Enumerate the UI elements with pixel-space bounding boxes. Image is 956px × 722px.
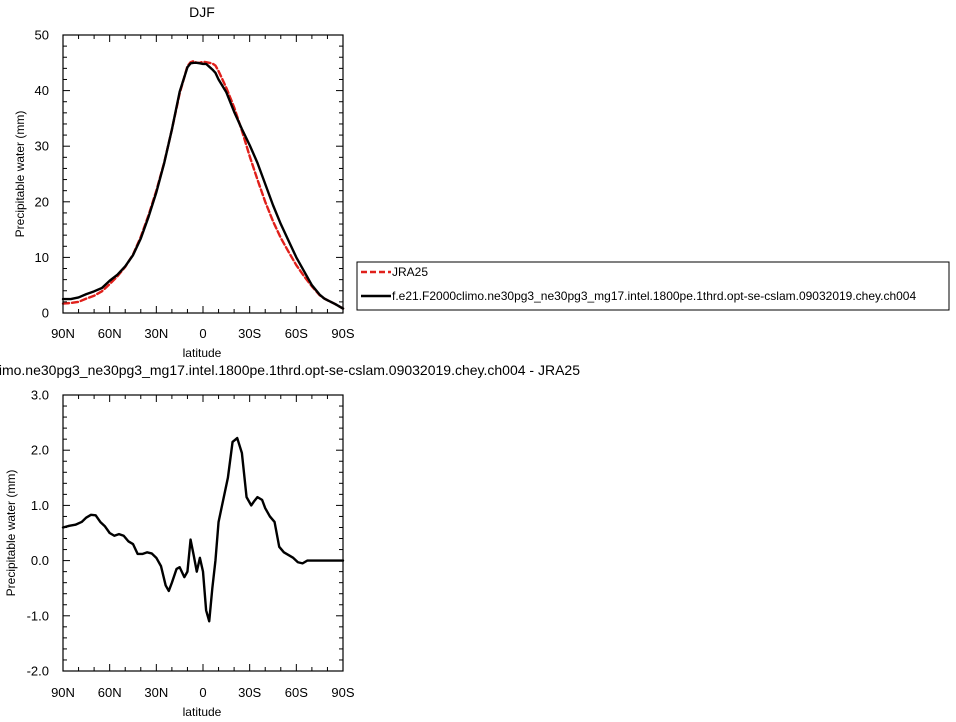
panel-2-title: f.e21.F2000climo.ne30pg3_ne30pg3_mg17.in… xyxy=(0,362,580,378)
panel-1-title: DJF xyxy=(189,4,215,20)
panel-1-ticks xyxy=(62,34,344,314)
panel-2-x-tick-label-60s: 60S xyxy=(285,685,308,700)
legend-label-model: f.e21.F2000climo.ne30pg3_ne30pg3_mg17.in… xyxy=(392,289,916,303)
panel-2-x-tick-label-30n: 30N xyxy=(144,685,168,700)
panel-1-y-tick-labels: 0 10 20 30 40 50 xyxy=(35,28,49,321)
panel-1-x-tick-labels: 90N 60N 30N 0 30S 60S 90S xyxy=(51,326,355,341)
panel-1-x-tick-label-60n: 60N xyxy=(98,326,122,341)
panel-1-y-tick-label-10: 10 xyxy=(35,250,49,265)
panel-1-y-tick-label-0: 0 xyxy=(42,306,49,321)
panel-2-y-tick-label-2-0: -2.0 xyxy=(27,664,49,679)
panel-1-x-axis-title: latitude xyxy=(183,346,222,360)
panel-2-x-tick-label-90s: 90S xyxy=(331,685,354,700)
panel-2-y-tick-labels: -2.0 -1.0 0.0 1.0 2.0 3.0 xyxy=(27,388,49,679)
panel-2-y-axis-title: Precipitable water (mm) xyxy=(4,470,18,597)
panel-2: f.e21.F2000climo.ne30pg3_ne30pg3_mg17.in… xyxy=(0,362,580,719)
panel-1-y-tick-label-50: 50 xyxy=(35,28,49,43)
panel-2-series-line-difference xyxy=(61,436,345,623)
panel-2-x-tick-label-0: 0 xyxy=(199,685,206,700)
panel-1: DJF 90N 60N 30N 0 30S 60S 90S 0 10 20 30 40 50 lati… xyxy=(13,4,355,360)
legend: JRA25 f.e21.F2000climo.ne30pg3_ne30pg3_m… xyxy=(356,261,950,311)
panel-1-x-tick-label-0: 0 xyxy=(199,326,206,341)
panel-2-y-tick-label-1-0: -1.0 xyxy=(27,608,49,623)
panel-2-x-tick-labels: 90N 60N 30N 0 30S 60S 90S xyxy=(51,685,355,700)
panel-1-series-line-jra25 xyxy=(61,59,345,310)
panel-2-x-axis-title: latitude xyxy=(183,705,222,719)
panel-1-series-layer xyxy=(61,59,345,310)
panel-2-x-tick-label-90n: 90N xyxy=(51,685,75,700)
panel-2-x-tick-label-60n: 60N xyxy=(98,685,122,700)
panel-2-plot-frame xyxy=(62,394,344,672)
panel-2-ticks xyxy=(62,394,344,672)
panel-1-x-tick-label-90n: 90N xyxy=(51,326,75,341)
panel-2-y-tick-label-3-0: 3.0 xyxy=(31,388,49,403)
panel-1-x-tick-label-30n: 30N xyxy=(144,326,168,341)
panel-1-y-tick-label-40: 40 xyxy=(35,83,49,98)
panel-1-y-axis-title: Precipitable water (mm) xyxy=(13,111,27,238)
panel-2-x-tick-label-30s: 30S xyxy=(238,685,261,700)
panel-1-x-tick-label-30s: 30S xyxy=(238,326,261,341)
panel-2-y-tick-label-2-0: 2.0 xyxy=(31,443,49,458)
legend-label-jra25: JRA25 xyxy=(392,265,428,279)
panel-1-y-tick-label-20: 20 xyxy=(35,194,49,209)
panel-2-y-tick-label-0-0: 0.0 xyxy=(31,553,49,568)
panel-1-x-tick-label-90s: 90S xyxy=(331,326,354,341)
panel-2-y-tick-label-1-0: 1.0 xyxy=(31,498,49,513)
panel-2-series-layer xyxy=(61,436,345,623)
panel-1-y-tick-label-30: 30 xyxy=(35,139,49,154)
panel-1-series-line-f-e21-f2000climo-ne30pg3 xyxy=(61,61,345,310)
legend-box xyxy=(356,261,950,311)
panel-1-x-tick-label-60s: 60S xyxy=(285,326,308,341)
